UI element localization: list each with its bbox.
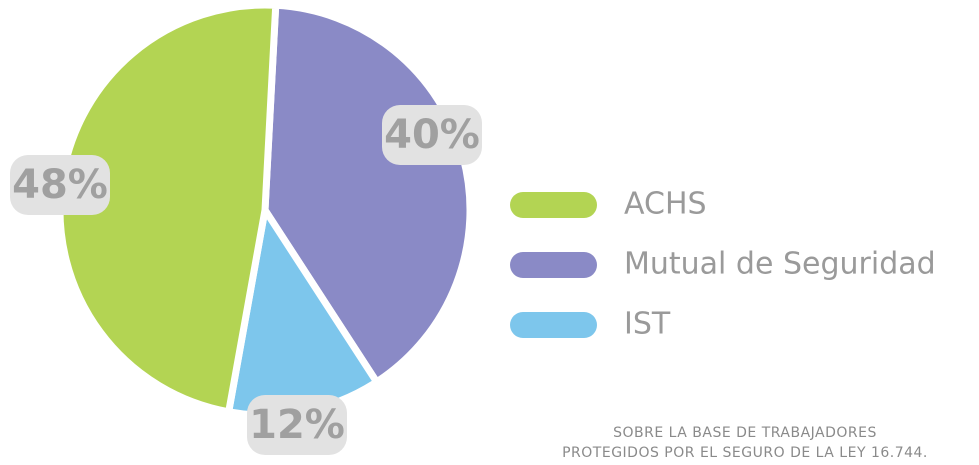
value-label: 40% bbox=[384, 112, 480, 158]
value-label: 48% bbox=[12, 162, 108, 208]
note-line: PROTEGIDOS POR EL SEGURO DE LA LEY 16.74… bbox=[562, 445, 928, 461]
value-label-box bbox=[10, 155, 110, 215]
value-label-box bbox=[247, 395, 347, 455]
legend: ACHS Mutual de Seguridad IST bbox=[510, 187, 936, 342]
legend-swatch bbox=[510, 312, 597, 338]
legend-label: ACHS bbox=[624, 187, 707, 222]
value-label-box bbox=[382, 105, 482, 165]
note-line: SOBRE LA BASE DE TRABAJADORES bbox=[613, 425, 877, 441]
pie bbox=[56, 1, 474, 419]
value-label: 12% bbox=[249, 402, 345, 448]
legend-swatch bbox=[510, 252, 597, 278]
legend-swatch bbox=[510, 192, 597, 218]
legend-label: IST bbox=[624, 307, 671, 342]
value-labels: 40% 12% 48% bbox=[10, 105, 482, 455]
legend-label: Mutual de Seguridad bbox=[624, 247, 936, 282]
